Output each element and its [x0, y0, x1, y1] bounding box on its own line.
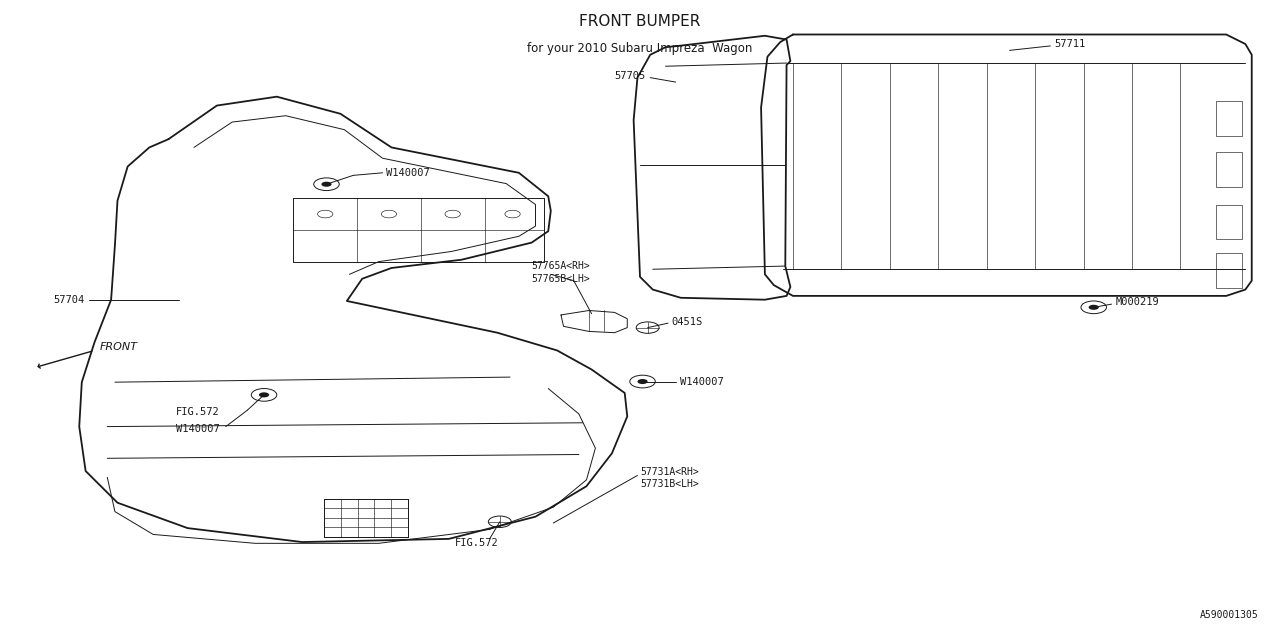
Text: 57705: 57705 — [614, 71, 645, 81]
Text: M000219: M000219 — [1115, 297, 1160, 307]
Text: 57765B<LH>: 57765B<LH> — [531, 274, 590, 284]
Text: 57731A<RH>: 57731A<RH> — [640, 467, 699, 477]
Circle shape — [637, 379, 648, 384]
Text: W140007: W140007 — [387, 168, 430, 178]
Bar — [1216, 152, 1242, 187]
Circle shape — [1088, 305, 1098, 310]
Text: 0451S: 0451S — [672, 317, 703, 327]
Text: FRONT: FRONT — [100, 342, 138, 351]
Text: A590001305: A590001305 — [1199, 610, 1258, 620]
Text: 57711: 57711 — [1055, 39, 1085, 49]
Circle shape — [321, 182, 332, 187]
Text: for your 2010 Subaru Impreza  Wagon: for your 2010 Subaru Impreza Wagon — [527, 42, 753, 55]
Text: 57731B<LH>: 57731B<LH> — [640, 479, 699, 489]
Text: FIG.572: FIG.572 — [454, 538, 499, 548]
Text: 57704: 57704 — [52, 294, 84, 305]
Text: 57765A<RH>: 57765A<RH> — [531, 261, 590, 271]
Bar — [1216, 101, 1242, 136]
Text: FIG.572: FIG.572 — [175, 407, 219, 417]
Bar — [1216, 253, 1242, 288]
Text: W140007: W140007 — [680, 376, 723, 387]
Text: W140007: W140007 — [175, 424, 219, 434]
Circle shape — [259, 392, 269, 397]
Text: FRONT BUMPER: FRONT BUMPER — [580, 14, 700, 29]
Bar — [1216, 205, 1242, 239]
